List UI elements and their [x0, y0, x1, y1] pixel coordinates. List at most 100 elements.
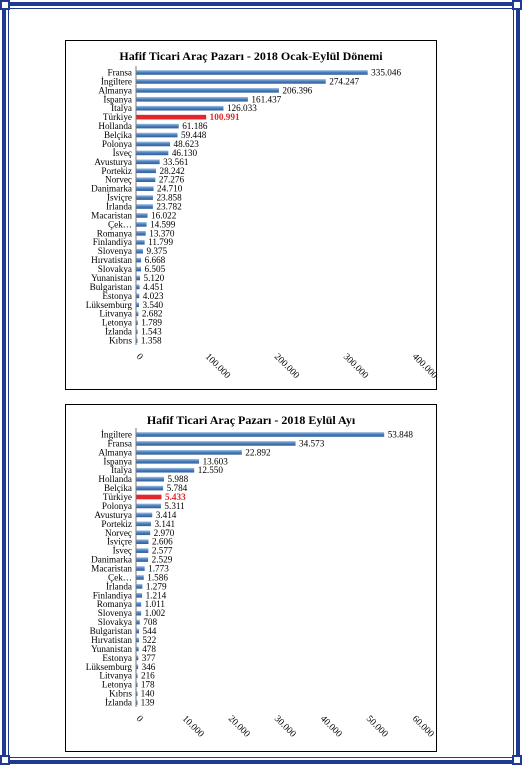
value-label: 1.586: [147, 572, 168, 582]
value-label: 1.789: [141, 318, 162, 328]
chart-ocak-eylul: Hafif Ticari Araç Pazarı - 2018 Ocak-Eyl…: [65, 40, 438, 390]
bar: [136, 700, 138, 705]
bar: [136, 96, 248, 102]
bar: [136, 691, 138, 696]
bar: [136, 539, 149, 545]
value-label: 28.242: [159, 166, 185, 176]
bar: [136, 150, 169, 156]
value-label: 544: [143, 626, 157, 636]
value-label: 48.623: [174, 139, 200, 149]
category-label: Slovenya: [98, 246, 132, 256]
value-label: 478: [142, 644, 156, 654]
x-tick-label: 200.000: [272, 352, 301, 381]
category-label: Norveç: [105, 175, 132, 185]
bar: [136, 521, 151, 527]
value-label: 346: [142, 662, 156, 672]
value-label: 34.573: [299, 438, 325, 448]
value-label: 2.682: [142, 309, 163, 319]
bar: [136, 186, 154, 191]
value-label: 5.433: [165, 492, 186, 502]
bar: [136, 320, 138, 325]
category-label: Estonya: [102, 653, 132, 663]
category-label: Almanya: [98, 85, 132, 95]
value-label: 61.186: [182, 121, 208, 131]
category-label: Slovakya: [98, 617, 132, 627]
bar: [136, 195, 153, 200]
value-label: 377: [142, 653, 156, 663]
bar-highlight: [136, 494, 162, 500]
category-label: Türkiye: [103, 112, 132, 122]
category-label: Yunanistan: [91, 273, 132, 283]
category-label: Portekiz: [101, 519, 132, 529]
category-label: Portekiz: [101, 166, 132, 176]
category-label: Polonya: [102, 139, 132, 149]
category-label: Avusturya: [94, 510, 132, 520]
category-label: Avusturya: [94, 157, 132, 167]
bar: [136, 610, 142, 616]
value-label: 27.276: [159, 175, 185, 185]
value-label: 24.710: [157, 184, 183, 194]
bar: [136, 450, 242, 455]
category-label: Fransa: [108, 67, 133, 77]
bar: [136, 141, 171, 147]
value-label: 14.599: [150, 219, 176, 229]
value-label: 161.437: [251, 94, 281, 104]
value-label: 126.033: [227, 103, 257, 113]
value-label: 1.358: [141, 336, 162, 346]
category-label: İngiltere: [101, 76, 132, 86]
value-label: 16.022: [151, 210, 177, 220]
x-tick-label: 50.000: [364, 714, 390, 740]
category-label: Finlandiya: [93, 590, 132, 600]
bar: [136, 105, 224, 111]
bar: [136, 293, 140, 299]
x-tick-label: 0: [134, 352, 145, 363]
value-label: 2.970: [154, 528, 175, 538]
category-label: Hollanda: [98, 474, 132, 484]
value-label: 335.046: [371, 67, 401, 77]
value-label: 1.002: [145, 608, 166, 618]
category-label: Lüksemburg: [86, 662, 133, 672]
bar: [136, 566, 145, 571]
value-label: 708: [143, 617, 157, 627]
category-label: Danimarka: [91, 184, 132, 194]
bar: [136, 646, 139, 652]
value-label: 4.023: [143, 291, 164, 301]
bar: [136, 575, 144, 580]
value-label: 206.396: [282, 85, 312, 95]
bar: [136, 213, 148, 218]
bar: [136, 275, 141, 281]
category-label: Danimarka: [91, 555, 132, 565]
value-label: 13.603: [203, 456, 229, 466]
value-label: 11.799: [148, 237, 173, 247]
category-label: Norveç: [105, 528, 132, 538]
category-label: Fransa: [108, 438, 133, 448]
bar: [136, 311, 139, 317]
value-label: 4.451: [143, 282, 164, 292]
bar: [136, 619, 140, 625]
frame-corner-top-left: [0, 0, 10, 10]
bar: [136, 673, 138, 679]
x-tick-label: 400.000: [410, 352, 438, 381]
frame-corner-bottom-left: [0, 755, 10, 765]
value-label: 1.214: [146, 590, 167, 600]
frame-corner-top-right: [512, 0, 522, 10]
category-label: İsveç: [113, 546, 132, 556]
value-label: 1.279: [146, 581, 167, 591]
category-label: Slovenya: [98, 608, 132, 618]
page-frame-outer: [2, 2, 520, 764]
value-label: 1.773: [148, 564, 169, 574]
value-label: 59.448: [181, 130, 207, 140]
value-label: 5.120: [144, 273, 165, 283]
value-label: 23.858: [156, 193, 182, 203]
bar: [136, 88, 279, 93]
bar: [136, 79, 326, 84]
category-label: Çek…: [108, 572, 132, 582]
category-label: Türkiye: [103, 492, 132, 502]
bar: [136, 682, 138, 687]
value-label: 9.375: [146, 246, 167, 256]
category-label: Romanya: [97, 228, 132, 238]
bar: [136, 441, 296, 446]
bar: [136, 248, 143, 254]
frame-corner-bottom-right: [512, 755, 522, 765]
bar: [136, 548, 149, 553]
